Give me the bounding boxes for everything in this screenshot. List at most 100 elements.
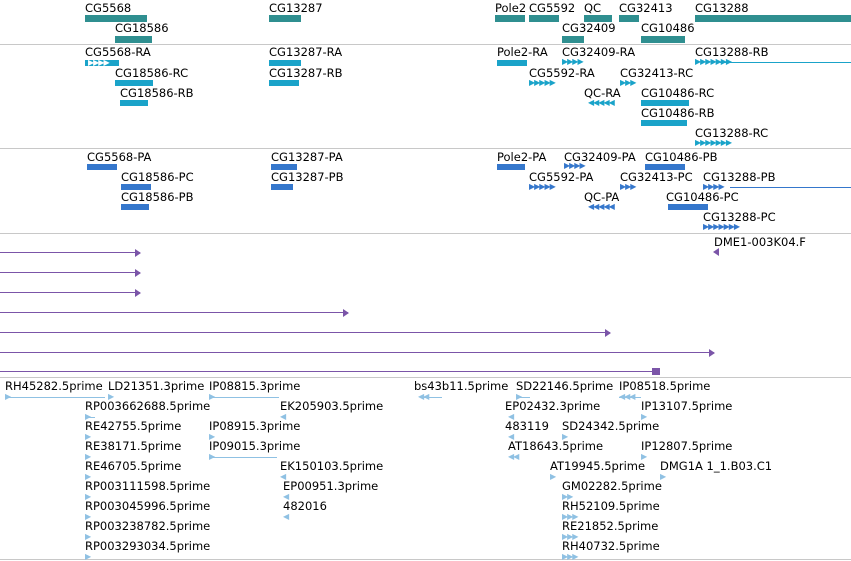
gene-feature[interactable] — [562, 36, 584, 43]
est-label[interactable]: RE46705.5prime — [85, 459, 182, 473]
est-feature[interactable]: ▶ — [85, 512, 91, 521]
transcript-label[interactable]: CG13288-RB — [695, 45, 769, 59]
est-label[interactable]: EK150103.5prime — [280, 459, 384, 473]
est-feature[interactable]: ◀ — [508, 432, 514, 441]
est-feature[interactable]: ▶ — [209, 432, 215, 441]
gene-label[interactable]: CG13287 — [269, 1, 323, 15]
protein-strand-chevrons[interactable]: ▶▶▶▶ — [703, 182, 725, 191]
protein-label[interactable]: QC-PA — [584, 190, 620, 204]
est-label[interactable]: EP02432.3prime — [505, 399, 601, 413]
est-feature[interactable]: ▶ — [85, 432, 91, 441]
match-block[interactable] — [652, 368, 660, 375]
est-label[interactable]: IP12807.5prime — [641, 439, 733, 453]
gene-label[interactable]: CG32409 — [562, 21, 616, 35]
transcript-feature[interactable] — [120, 100, 148, 106]
est-feature[interactable]: ▶ — [641, 452, 647, 461]
protein-label[interactable]: CG32413-PC — [620, 170, 693, 184]
gene-feature[interactable] — [584, 15, 612, 22]
protein-feature[interactable] — [121, 184, 151, 190]
est-feature[interactable]: ▶ — [85, 452, 91, 461]
gene-label[interactable]: CG10486 — [641, 21, 695, 35]
match-line[interactable] — [0, 252, 140, 253]
est-feature[interactable]: ▶ — [562, 432, 568, 441]
transcript-label[interactable]: CG10486-RC — [641, 86, 715, 100]
est-feature[interactable]: ▶ — [85, 413, 91, 421]
est-feature[interactable]: ▶▶▶ — [562, 512, 579, 521]
match-line[interactable] — [0, 371, 658, 372]
est-gap-line[interactable] — [85, 417, 95, 418]
gene-label[interactable]: Pole2 — [495, 1, 527, 15]
gene-feature[interactable] — [85, 15, 147, 22]
est-feature[interactable]: ▶ — [85, 492, 91, 501]
est-label[interactable]: RP003111598.5prime — [85, 479, 211, 493]
est-gap-line[interactable] — [516, 397, 530, 398]
match-line[interactable] — [0, 332, 610, 333]
est-feature[interactable]: ▶ — [641, 412, 647, 421]
transcript-label[interactable]: CG5592-RA — [529, 66, 595, 80]
est-feature[interactable]: ▶▶▶ — [562, 552, 579, 561]
protein-feature[interactable] — [645, 164, 685, 170]
protein-label[interactable]: CG13288-PB — [703, 170, 776, 184]
est-label[interactable]: IP08815.3prime — [209, 379, 301, 393]
est-label[interactable]: 482016 — [283, 499, 327, 513]
est-label[interactable]: RP003045996.5prime — [85, 499, 211, 513]
protein-feature[interactable] — [497, 164, 525, 170]
gene-label[interactable]: QC — [584, 1, 602, 15]
transcript-feature[interactable] — [641, 100, 689, 106]
gene-feature[interactable] — [619, 15, 639, 22]
est-feature[interactable]: ◀ — [508, 412, 514, 421]
est-feature[interactable]: ▶ — [209, 453, 215, 461]
match-line[interactable] — [0, 292, 140, 293]
est-label[interactable]: EK205903.5prime — [280, 399, 384, 413]
protein-intron-line[interactable] — [730, 187, 851, 188]
est-feature[interactable]: ▶ — [108, 392, 114, 401]
transcript-feature[interactable] — [115, 80, 153, 86]
est-label[interactable]: IP09015.3prime — [209, 439, 301, 453]
transcript-strand-chevrons[interactable]: ◀◀◀◀◀ — [588, 98, 615, 107]
est-label[interactable]: RP003238782.5prime — [85, 519, 211, 533]
est-label[interactable]: IP08518.5prime — [619, 379, 711, 393]
est-label[interactable]: GM02282.5prime — [562, 479, 662, 493]
transcript-strand-chevrons[interactable]: ▶▶▶▶▶▶▶ — [695, 138, 732, 147]
est-label[interactable]: RP003662688.5prime — [85, 399, 211, 413]
est-label[interactable]: RH52109.5prime — [562, 499, 660, 513]
transcript-label[interactable]: CG13288-RC — [695, 126, 769, 140]
protein-strand-chevrons[interactable]: ▶▶▶▶▶ — [529, 182, 556, 191]
transcript-label[interactable]: Pole2-RA — [497, 45, 548, 59]
est-label[interactable]: RH45282.5prime — [5, 379, 103, 393]
transcript-label[interactable]: CG32413-RC — [620, 66, 694, 80]
est-label[interactable]: RE42755.5prime — [85, 419, 182, 433]
est-label[interactable]: SD22146.5prime — [516, 379, 614, 393]
gene-label[interactable]: CG13288 — [695, 1, 749, 15]
protein-strand-chevrons[interactable]: ▶▶▶▶▶▶▶ — [703, 222, 740, 231]
est-label[interactable]: RE38171.5prime — [85, 439, 182, 453]
protein-feature[interactable] — [121, 204, 149, 210]
est-feature[interactable]: ▶▶ — [562, 492, 573, 501]
est-gap-line[interactable] — [5, 397, 105, 398]
gene-label[interactable]: CG5592 — [529, 1, 576, 15]
transcript-label[interactable]: CG13287-RB — [269, 66, 343, 80]
est-label[interactable]: EP00951.3prime — [283, 479, 379, 493]
protein-strand-chevrons[interactable]: ▶▶▶ — [620, 182, 637, 191]
protein-strand-chevrons[interactable]: ◀◀◀◀◀ — [588, 202, 615, 211]
protein-strand-chevrons[interactable]: ▶▶▶▶ — [564, 161, 586, 170]
est-gap-line[interactable] — [209, 457, 277, 458]
gene-feature[interactable] — [695, 15, 851, 22]
gene-feature[interactable] — [495, 15, 525, 22]
est-label[interactable]: RH40732.5prime — [562, 539, 660, 553]
est-label[interactable]: DMG1A 1_1.B03.C1 — [660, 459, 773, 473]
transcript-strand-chevrons[interactable]: ▶▶▶ — [620, 78, 637, 87]
protein-label[interactable]: CG13288-PC — [703, 210, 776, 224]
protein-feature[interactable] — [87, 164, 117, 170]
gene-feature[interactable] — [115, 36, 152, 43]
transcript-label[interactable]: CG32409-RA — [562, 45, 636, 59]
transcript-strand-chevrons[interactable]: ▶▶▶▶▶▶▶ — [695, 57, 732, 66]
est-label[interactable]: AT19945.5prime — [550, 459, 646, 473]
gene-feature[interactable] — [269, 15, 301, 22]
transcript-label[interactable]: CG10486-RB — [641, 106, 715, 120]
est-feature[interactable]: ◀◀◀ — [619, 393, 636, 401]
gene-feature[interactable] — [641, 36, 685, 43]
gene-label[interactable]: CG5568 — [85, 1, 132, 15]
protein-label[interactable]: CG10486-PB — [645, 150, 718, 164]
est-feature[interactable]: ◀◀ — [418, 393, 429, 401]
